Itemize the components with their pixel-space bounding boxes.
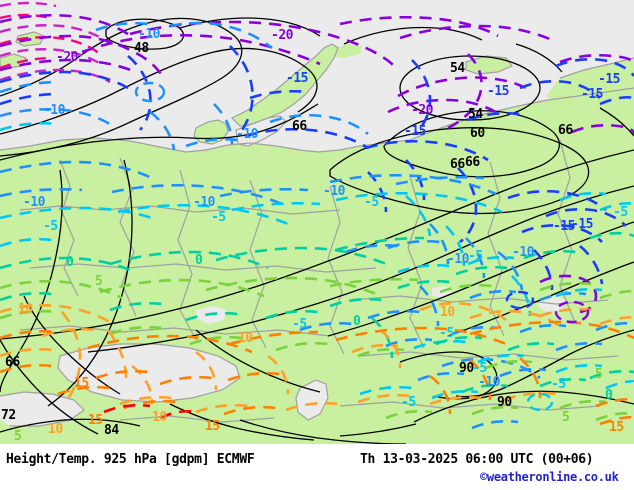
valid-time: Th 13-03-2025 06:00 UTC (00+06) [360,452,594,467]
isotherm-label: 15 [74,376,89,391]
isotherm-label: -5 [401,395,416,410]
height-contour-label: 66 [450,157,465,172]
isotherm-label: -10 [138,27,160,42]
isotherm-zero-layer [0,231,634,394]
footer-bar: Height/Temp. 925 hPa [gdpm] ECMWF Th 13-… [0,444,634,490]
height-contour-label: 66 [5,355,20,370]
isotherm-label: -15 [571,217,593,232]
isotherm-label: -5 [613,205,628,220]
height-contour-label: 54 [468,107,483,122]
isotherm-label: -10 [512,245,534,260]
height-contour-label: 54 [450,61,465,76]
isotherm-label: -15 [553,219,575,234]
height-contour-66-east [329,127,590,215]
height-contour-label: 72 [1,408,16,423]
height-contour-60 [383,110,560,178]
isotherm-label: -5 [292,317,307,332]
isotherm-minus25-layer [0,1,111,84]
isotherm-plus20-layer [103,403,199,420]
isotherm-label: -15 [581,87,603,102]
isotherm-label: 10 [48,422,63,437]
isotherm-label: -10 [323,184,345,199]
map-canvas[interactable]: 48 54 54 60 66 66 66 66 66 72 84 90 90 -10 -20 -20 -10 -1… [0,0,634,444]
height-contour-66-west [0,103,319,161]
isotherm-label: 5 [95,274,103,289]
isotherm-label: -5 [43,219,58,234]
height-contour-label: 84 [104,423,119,438]
isotherm-label: 5 [562,410,570,425]
iso-m20-a [0,13,129,36]
isotherm-label: -10 [23,195,45,210]
isotherm-label: 15 [88,413,103,428]
map-svg [0,0,634,444]
isotherm-closed-loops [134,81,590,412]
isotherm-plus5-layer [0,276,634,422]
isotherm-label: 10 [440,305,455,320]
isotherm-label: -10 [478,375,500,390]
isotherm-label: -5 [472,361,487,376]
isotherm-label: 10 [18,302,33,317]
isotherm-label: -20 [56,50,78,65]
isotherm-label: -10 [236,127,258,142]
isotherm-label: 0 [605,388,613,403]
isotherm-label: 10 [152,410,167,425]
isotherm-minus30-layer [0,13,101,70]
product-title: Height/Temp. 925 hPa [gdpm] ECMWF [6,452,255,467]
isotherm-label: 0 [195,253,203,268]
height-contour-label: 66 [558,123,573,138]
isotherm-label: -15 [487,84,509,99]
copyright-label[interactable]: ©weatheronline.co.uk [480,470,619,484]
isotherm-minus15-layer [0,45,634,291]
isotherm-label: 0 [353,314,361,329]
isotherm-label: -15 [404,124,426,139]
isotherm-label: -5 [551,377,566,392]
height-contour-label: 90 [459,361,474,376]
isotherm-label: 10 [238,331,253,346]
isotherm-label: -5 [468,249,483,264]
isotherm-label: 0 [66,255,74,270]
isotherm-label: -10 [447,252,469,267]
isotherm-label: 5 [595,367,603,382]
height-contour-label: 60 [470,126,485,141]
isotherm-label: -10 [43,103,65,118]
coastline-layer [0,31,634,427]
isotherm-label: 5 [14,429,22,444]
height-contour-label: 66 [292,119,307,134]
isotherm-minus10-layer [0,21,634,430]
isotherm-minus5-layer [0,121,634,400]
height-contour-label: 66 [465,155,480,170]
isotherm-label: -5 [211,210,226,225]
isotherm-label: -20 [411,103,433,118]
isotherm-plus15-layer [0,320,634,426]
height-contour-label: 90 [497,395,512,410]
isotherm-label: -15 [598,72,620,87]
isotherm-label: -20 [271,28,293,43]
height-contour-label: 48 [134,41,149,56]
isotherm-plus10-layer [0,301,634,414]
isotherm-label: -5 [364,195,379,210]
isotherm-label: 15 [609,420,624,435]
isotherm-label: 15 [205,419,220,434]
isotherm-label: -10 [193,195,215,210]
isotherm-label: -15 [286,71,308,86]
isotherm-label: -5 [439,326,454,341]
